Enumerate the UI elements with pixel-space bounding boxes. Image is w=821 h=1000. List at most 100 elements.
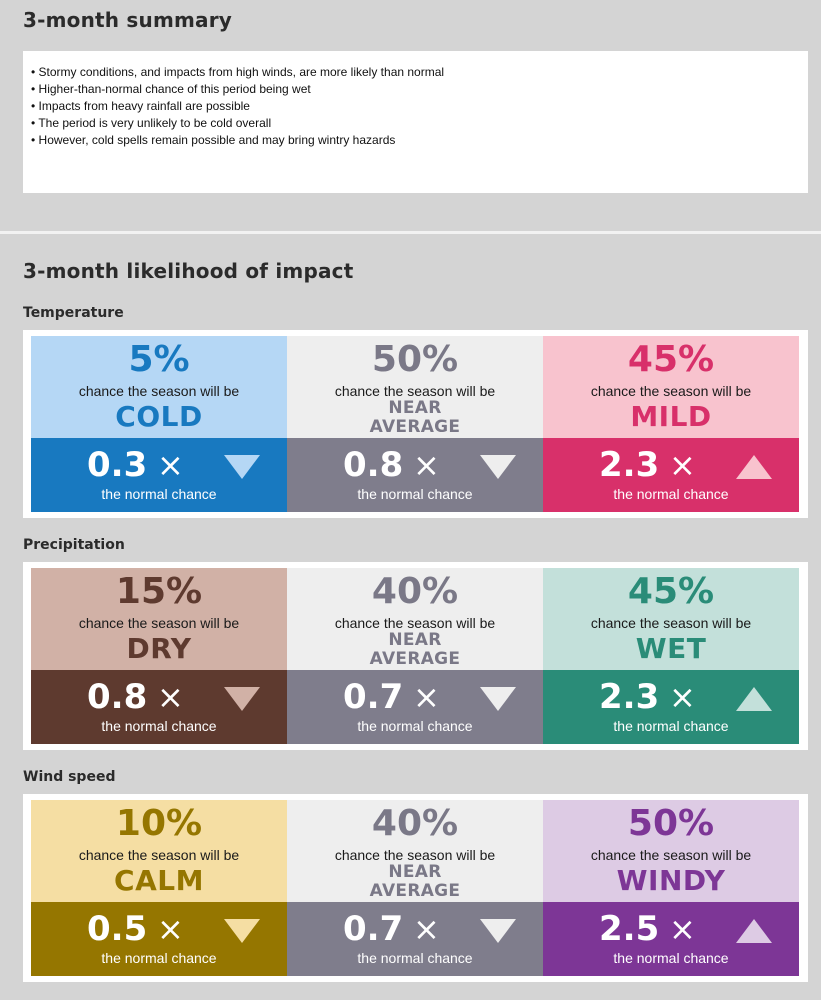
- temperature-panel: 5% chance the season will be COLD 0.3 × the n…: [23, 330, 808, 518]
- likelihood-card: 40% chance the season will be NEAR AVERAGE 0…: [287, 800, 543, 976]
- summary-bullet: Stormy conditions, and impacts from high…: [31, 64, 800, 81]
- category-line: AVERAGE: [369, 881, 461, 901]
- temperature-title: Temperature: [23, 305, 124, 321]
- ratio-value: 2.5: [599, 909, 660, 949]
- normal-chance-label: the normal chance: [613, 486, 729, 502]
- summary-box: Stormy conditions, and impacts from high…: [23, 51, 808, 193]
- category-line: NEAR: [388, 630, 442, 650]
- percent-value: 5%: [128, 339, 190, 380]
- ratio-value: 2.3: [599, 445, 660, 485]
- precipitation-title: Precipitation: [23, 537, 125, 553]
- impact-heading: 3-month likelihood of impact: [23, 259, 354, 283]
- ratio-value: 0.7: [343, 909, 404, 949]
- likelihood-card: 45% chance the season will be MILD 2.3 × the …: [543, 336, 799, 512]
- card-bottom: 0.7 × the normal chance: [287, 670, 543, 744]
- percent-value: 50%: [371, 339, 459, 380]
- arrow-down-icon: [224, 687, 260, 711]
- times-symbol: ×: [413, 678, 440, 716]
- normal-chance-label: the normal chance: [101, 718, 217, 734]
- ratio-value: 0.7: [343, 677, 404, 717]
- times-symbol: ×: [669, 446, 696, 484]
- normal-chance-label: the normal chance: [613, 950, 729, 966]
- normal-chance-label: the normal chance: [101, 486, 217, 502]
- card-top: 15% chance the season will be DRY: [31, 568, 287, 670]
- percent-value: 45%: [627, 571, 715, 612]
- ratio-value: 0.3: [87, 445, 148, 485]
- card-top: 45% chance the season will be MILD: [543, 336, 799, 438]
- summary-bullet: Higher-than-normal chance of this period…: [31, 81, 800, 98]
- normal-chance-label: the normal chance: [357, 486, 473, 502]
- arrow-down-icon: [480, 687, 516, 711]
- ratio-value: 0.5: [87, 909, 148, 949]
- category-line: AVERAGE: [369, 649, 461, 669]
- precipitation-panel: 15% chance the season will be DRY 0.8 × the n…: [23, 562, 808, 750]
- card-top: 10% chance the season will be CALM: [31, 800, 287, 902]
- category-label: NEAR AVERAGE: [287, 399, 543, 437]
- normal-chance-label: the normal chance: [613, 718, 729, 734]
- card-top: 40% chance the season will be NEAR AVERAGE: [287, 568, 543, 670]
- normal-chance-label: the normal chance: [101, 950, 217, 966]
- card-bottom: 0.5 × the normal chance: [31, 902, 287, 976]
- arrow-down-icon: [224, 455, 260, 479]
- category-label: WET: [635, 632, 707, 665]
- category-label: DRY: [126, 632, 192, 665]
- summary-heading: 3-month summary: [23, 8, 233, 32]
- arrow-up-icon: [736, 919, 772, 943]
- card-top: 5% chance the season will be COLD: [31, 336, 287, 438]
- card-bottom: 2.3 × the normal chance: [543, 670, 799, 744]
- summary-bullet: Impacts from heavy rainfall are possible: [31, 98, 800, 115]
- percent-value: 10%: [115, 803, 203, 844]
- ratio-value: 0.8: [343, 445, 404, 485]
- chance-label: chance the season will be: [590, 847, 752, 863]
- summary-bullet: The period is very unlikely to be cold o…: [31, 115, 800, 132]
- summary-bullet: However, cold spells remain possible and…: [31, 132, 800, 149]
- chance-label: chance the season will be: [590, 383, 752, 399]
- arrow-up-icon: [736, 455, 772, 479]
- times-symbol: ×: [669, 678, 696, 716]
- chance-label: chance the season will be: [334, 383, 496, 399]
- section-divider: [0, 231, 821, 234]
- card-bottom: 2.5 × the normal chance: [543, 902, 799, 976]
- percent-value: 40%: [371, 571, 459, 612]
- times-symbol: ×: [413, 446, 440, 484]
- summary-list: Stormy conditions, and impacts from high…: [31, 64, 800, 149]
- times-symbol: ×: [157, 910, 184, 948]
- category-label: MILD: [630, 400, 712, 433]
- card-bottom: 0.3 × the normal chance: [31, 438, 287, 512]
- percent-value: 45%: [627, 339, 715, 380]
- arrow-down-icon: [224, 919, 260, 943]
- likelihood-card: 45% chance the season will be WET 2.3 × the n…: [543, 568, 799, 744]
- likelihood-card: 50% chance the season will be NEAR AVERAGE 0…: [287, 336, 543, 512]
- card-top: 45% chance the season will be WET: [543, 568, 799, 670]
- arrow-down-icon: [480, 919, 516, 943]
- percent-value: 50%: [627, 803, 715, 844]
- category-label: NEAR AVERAGE: [287, 631, 543, 669]
- likelihood-card: 40% chance the season will be NEAR AVERAGE 0…: [287, 568, 543, 744]
- card-top: 40% chance the season will be NEAR AVERAGE: [287, 800, 543, 902]
- category-label: WINDY: [616, 864, 726, 897]
- arrow-up-icon: [736, 687, 772, 711]
- times-symbol: ×: [157, 678, 184, 716]
- likelihood-card: 5% chance the season will be COLD 0.3 × the n…: [31, 336, 287, 512]
- card-top: 50% chance the season will be WINDY: [543, 800, 799, 902]
- card-bottom: 0.8 × the normal chance: [31, 670, 287, 744]
- category-line: NEAR: [388, 862, 442, 882]
- category-label: COLD: [115, 400, 203, 433]
- card-top: 50% chance the season will be NEAR AVERAGE: [287, 336, 543, 438]
- chance-label: chance the season will be: [78, 847, 240, 863]
- likelihood-card: 15% chance the season will be DRY 0.8 × the n…: [31, 568, 287, 744]
- likelihood-card: 50% chance the season will be WINDY 2.5 × the…: [543, 800, 799, 976]
- wind-speed-title: Wind speed: [23, 769, 116, 785]
- percent-value: 15%: [115, 571, 203, 612]
- chance-label: chance the season will be: [590, 615, 752, 631]
- percent-value: 40%: [371, 803, 459, 844]
- times-symbol: ×: [669, 910, 696, 948]
- chance-label: chance the season will be: [334, 847, 496, 863]
- times-symbol: ×: [413, 910, 440, 948]
- ratio-value: 2.3: [599, 677, 660, 717]
- card-bottom: 0.7 × the normal chance: [287, 902, 543, 976]
- card-bottom: 0.8 × the normal chance: [287, 438, 543, 512]
- times-symbol: ×: [157, 446, 184, 484]
- wind-speed-panel: 10% chance the season will be CALM 0.5 × the …: [23, 794, 808, 982]
- category-label: NEAR AVERAGE: [287, 863, 543, 901]
